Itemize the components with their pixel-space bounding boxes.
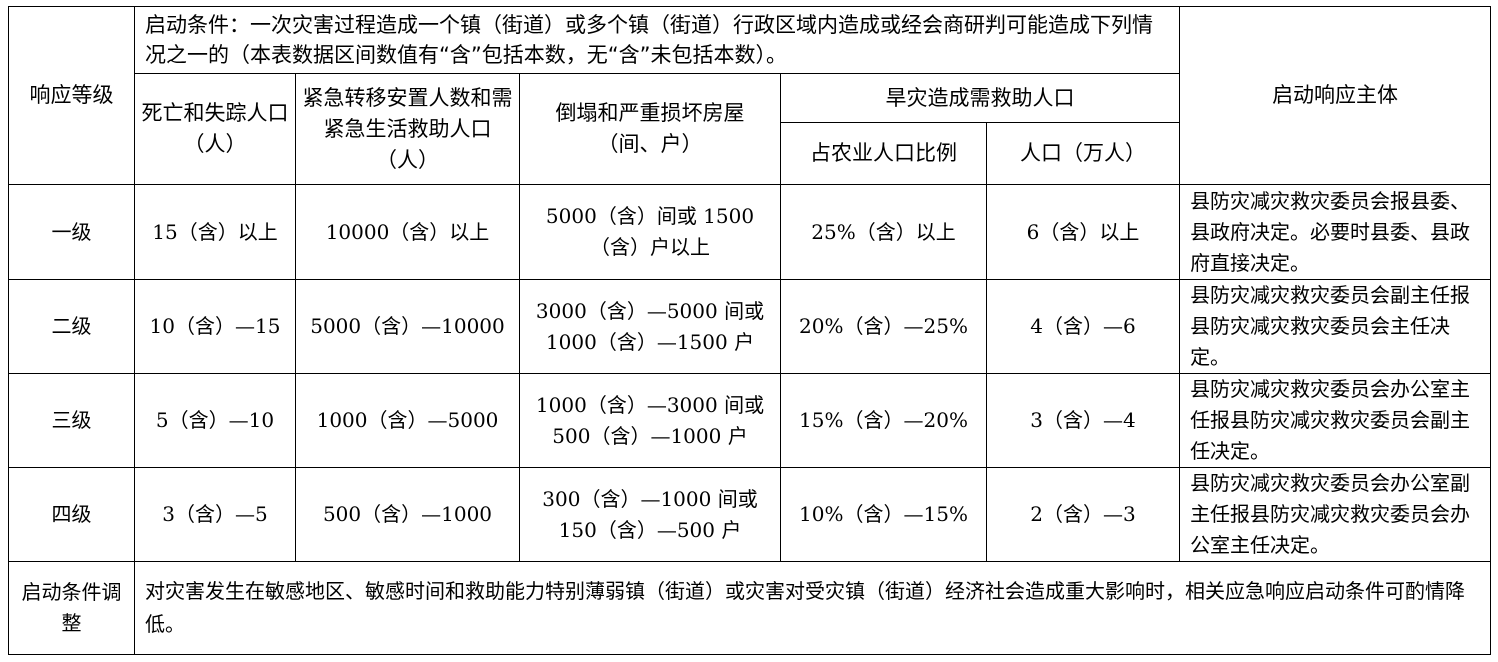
relocated-cell: 10000（含）以上 [295, 184, 520, 280]
adjustment-text: 对灾害发生在敏感地区、敏感时间和救助能力特别薄弱镇（街道）或灾害对受灾镇（街道）… [133, 561, 1492, 655]
houses-cell: 1000（含）—3000 间或 500（含）—1000 户 [519, 373, 781, 468]
deaths-cell: 15（含）以上 [134, 184, 296, 280]
subject-cell: 县防灾减灾救灾委员会副主任报县防灾减灾救灾委员会主任决定。 [1179, 279, 1492, 374]
houses-cell: 3000（含）—5000 间或 1000（含）—1500 户 [519, 279, 781, 374]
subject-cell: 县防灾减灾救灾委员会办公室副主任报县防灾减灾救灾委员会办公室主任决定。 [1179, 467, 1492, 562]
response-level-table: 响应等级 启动条件：一次灾害过程造成一个镇（街道）或多个镇（街道）行政区域内造成… [8, 6, 1492, 655]
drought-ratio-cell: 20%（含）—25% [780, 279, 987, 374]
houses-cell: 300（含）—1000 间或 150（含）—500 户 [519, 467, 781, 562]
drought-population-cell: 3（含）—4 [985, 373, 1181, 468]
relocated-cell: 1000（含）—5000 [295, 373, 520, 468]
deaths-cell: 10（含）—15 [134, 279, 296, 374]
header-collapsed-houses: 倒塌和严重损坏房屋（间、户） [519, 73, 781, 185]
table-row: 三级 5（含）—10 1000（含）—5000 1000（含）—3000 间或 … [8, 373, 1492, 468]
level-cell: 四级 [8, 467, 135, 562]
header-start-subject: 启动响应主体 [1179, 6, 1492, 185]
deaths-cell: 5（含）—10 [134, 373, 296, 468]
houses-cell: 5000（含）间或 1500（含）户以上 [519, 184, 781, 280]
drought-population-cell: 4（含）—6 [985, 279, 1181, 374]
drought-ratio-cell: 10%（含）—15% [780, 467, 987, 562]
table-row: 四级 3（含）—5 500（含）—1000 300（含）—1000 间或 150… [8, 467, 1492, 562]
header-drought-relief: 旱灾造成需救助人口 [779, 73, 1181, 123]
relocated-cell: 500（含）—1000 [295, 467, 520, 562]
level-cell: 三级 [8, 373, 135, 468]
level-cell: 二级 [8, 279, 135, 374]
drought-population-cell: 2（含）—3 [985, 467, 1181, 562]
relocated-cell: 5000（含）—10000 [295, 279, 520, 374]
header-response-level: 响应等级 [8, 6, 135, 185]
adjustment-label: 启动条件调整 [8, 561, 135, 655]
header-deaths-missing: 死亡和失踪人口（人） [134, 73, 296, 185]
table-row: 一级 15（含）以上 10000（含）以上 5000（含）间或 1500（含）户… [8, 184, 1492, 280]
level-cell: 一级 [8, 184, 135, 280]
header-drought-ratio: 占农业人口比例 [780, 122, 987, 185]
header-drought-population: 人口（万人） [985, 122, 1181, 185]
drought-population-cell: 6（含）以上 [985, 184, 1181, 280]
deaths-cell: 3（含）—5 [134, 467, 296, 562]
table-row: 二级 10（含）—15 5000（含）—10000 3000（含）—5000 间… [8, 279, 1492, 374]
subject-cell: 县防灾减灾救灾委员会报县委、县政府决定。必要时县委、县政府直接决定。 [1179, 184, 1492, 280]
drought-ratio-cell: 25%（含）以上 [780, 184, 987, 280]
header-start-condition: 启动条件：一次灾害过程造成一个镇（街道）或多个镇（街道）行政区域内造成或经会商研… [133, 6, 1181, 74]
drought-ratio-cell: 15%（含）—20% [780, 373, 987, 468]
header-relocated: 紧急转移安置人数和需紧急生活救助人口（人） [295, 73, 520, 185]
adjustment-row: 启动条件调整 对灾害发生在敏感地区、敏感时间和救助能力特别薄弱镇（街道）或灾害对… [8, 561, 1492, 655]
subject-cell: 县防灾减灾救灾委员会办公室主任报县防灾减灾救灾委员会副主任决定。 [1179, 373, 1492, 468]
